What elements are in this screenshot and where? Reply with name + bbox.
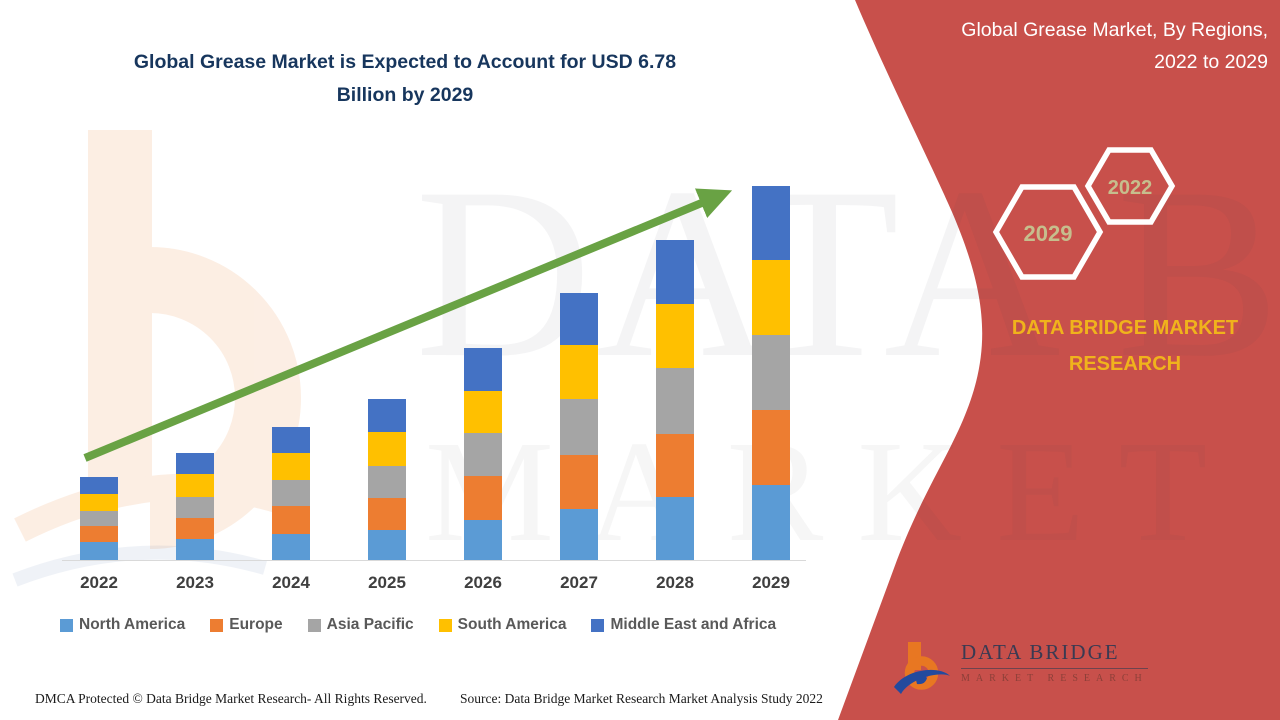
bar-segment-europe (464, 475, 502, 520)
hexagon-2022 (1084, 147, 1176, 225)
bar-segment-south-america (80, 494, 118, 512)
footer-copyright: DMCA Protected © Data Bridge Market Rese… (35, 691, 427, 706)
bar-segment-europe (752, 409, 790, 486)
bar-segment-middle-east-and-africa (656, 239, 694, 304)
bar-segment-asia-pacific (80, 511, 118, 527)
x-axis-label: 2025 (368, 573, 406, 592)
bar-segment-north-america (752, 485, 790, 560)
bar-segment-north-america (464, 519, 502, 560)
chart-title: Global Grease Market is Expected to Acco… (133, 51, 677, 106)
bar-segment-asia-pacific (560, 398, 598, 455)
bar-segment-north-america (656, 497, 694, 560)
bar-segment-north-america (368, 529, 406, 560)
dbmr-logo-title: DATA BRIDGE (961, 640, 1148, 669)
bar-segment-europe (368, 498, 406, 530)
bar-segment-asia-pacific (752, 335, 790, 410)
x-axis-label: 2028 (656, 573, 694, 592)
bar-segment-europe (80, 526, 118, 542)
bar-segment-asia-pacific (368, 466, 406, 499)
bar-segment-south-america (272, 453, 310, 480)
bar-segment-europe (272, 506, 310, 535)
hexagon-2029-label: 2029 (1024, 221, 1073, 246)
bar-segment-south-america (560, 344, 598, 399)
dbmr-logo: DATA BRIDGE MARKET RESEARCH (893, 640, 1148, 700)
x-axis-label: 2023 (176, 573, 214, 592)
legend-swatch (307, 618, 321, 632)
bar-segment-middle-east-and-africa (272, 426, 310, 454)
panel-heading: Global Grease Market, By Regions, 2022 t… (961, 19, 1268, 73)
bar-segment-south-america (368, 431, 406, 467)
bar-segment-asia-pacific (464, 433, 502, 476)
bar-segment-middle-east-and-africa (464, 347, 502, 392)
bar-segment-europe (176, 517, 214, 540)
legend-label: Middle East and Africa (610, 616, 777, 633)
legend-label: Asia Pacific (326, 616, 414, 633)
bar-segment-south-america (656, 303, 694, 369)
bar-segment-north-america (560, 508, 598, 560)
bar-segment-asia-pacific (656, 368, 694, 434)
chart-legend: North America Europe Asia Pacific South Ame… (60, 616, 776, 634)
bar-segment-asia-pacific (176, 497, 214, 518)
legend-item-europe: Europe (210, 616, 283, 634)
bar-segment-middle-east-and-africa (80, 477, 118, 495)
legend-item-asia-pacific: Asia Pacific (307, 616, 414, 634)
bar-segment-north-america (80, 541, 118, 560)
bar-segment-north-america (272, 534, 310, 560)
x-axis-label: 2026 (464, 573, 502, 592)
hexagon-2029 (992, 184, 1104, 280)
dbmr-logo-subtitle: MARKET RESEARCH (961, 673, 1148, 684)
bar-segment-europe (656, 433, 694, 498)
legend-swatch (60, 618, 73, 632)
x-axis-label: 2024 (272, 573, 310, 592)
legend-swatch (210, 618, 224, 632)
bar-segment-europe (560, 454, 598, 509)
x-axis-label: 2027 (560, 573, 598, 592)
bar-segment-middle-east-and-africa (752, 185, 790, 261)
bar-segment-south-america (176, 473, 214, 498)
x-axis-label: 2022 (80, 573, 118, 592)
bar-segment-south-america (752, 260, 790, 336)
hexagon-2022-label: 2022 (1108, 177, 1153, 199)
x-axis-line (62, 560, 806, 561)
footer-source: Source: Data Bridge Market Research Mark… (460, 691, 823, 706)
legend-label: South America (457, 616, 567, 633)
legend-item-middle-east-and-africa: Middle East and Africa (591, 616, 776, 634)
legend-item-north-america: North America (60, 616, 185, 634)
legend-label: North America (79, 616, 186, 633)
legend-label: Europe (229, 616, 283, 633)
bar-segment-south-america (464, 391, 502, 434)
dbmr-logo-icon (894, 642, 950, 694)
bar-segment-middle-east-and-africa (368, 399, 406, 432)
bar-segment-middle-east-and-africa (560, 292, 598, 345)
legend-swatch (438, 618, 452, 632)
bar-segment-asia-pacific (272, 479, 310, 507)
legend-swatch (591, 618, 605, 632)
brand-text: DATA BRIDGE MARKET RESEARCH (1011, 317, 1239, 375)
legend-item-south-america: South America (438, 616, 567, 634)
bar-segment-north-america (176, 539, 214, 560)
x-axis-label: 2029 (752, 573, 790, 592)
bar-segment-middle-east-and-africa (176, 453, 214, 474)
